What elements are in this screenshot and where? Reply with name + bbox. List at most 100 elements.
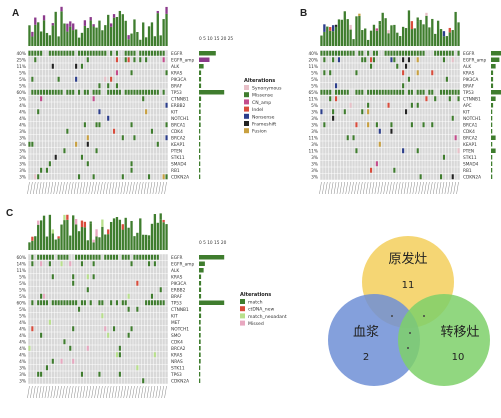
- grid-cell: [77, 312, 81, 319]
- legend-swatch: [244, 113, 249, 119]
- grid-cell: [331, 147, 335, 154]
- grid-cell: [320, 95, 323, 102]
- grid-cell: [329, 134, 332, 141]
- grid-cell: [390, 69, 393, 76]
- alteration-cell: [107, 115, 110, 121]
- sample-tick: [53, 181, 56, 195]
- grid-cell: [124, 76, 127, 83]
- grid-cell: [66, 312, 69, 319]
- grid-cell: [457, 108, 460, 115]
- grid-cell: [107, 299, 110, 306]
- venn-label-metastasis: 转移灶: [440, 325, 479, 340]
- grid-cell: [404, 121, 408, 128]
- grid-cell: [416, 121, 419, 128]
- tmb-bar-segment: [121, 224, 124, 230]
- percent-label: 4%: [19, 352, 26, 358]
- grid-cell: [127, 273, 130, 280]
- gene-label: KIT: [463, 109, 470, 115]
- grid-cell: [153, 345, 157, 352]
- grid-cell: [107, 286, 110, 293]
- gene-frequency-bar: [491, 161, 493, 166]
- grid-cell: [104, 273, 107, 280]
- grid-cell: [86, 325, 89, 332]
- sample-tick: [73, 181, 77, 195]
- grid-cell: [63, 312, 66, 319]
- grid-cell: [162, 82, 165, 89]
- grid-cell: [51, 154, 54, 161]
- grid-cell: [45, 312, 49, 319]
- grid-cell: [413, 134, 416, 141]
- grid-cell: [48, 338, 52, 345]
- grid-cell: [425, 50, 428, 57]
- alteration-cell: [340, 89, 343, 95]
- alteration-cell: [80, 50, 84, 56]
- grid-cell: [86, 364, 89, 371]
- grid-cell: [34, 286, 37, 293]
- grid-cell: [139, 345, 142, 352]
- grid-cell: [349, 108, 352, 115]
- grid-cell: [393, 173, 396, 180]
- grid-cell: [77, 115, 81, 122]
- grid-cell: [83, 134, 87, 141]
- grid-cell: [378, 147, 381, 154]
- grid-cell: [375, 108, 379, 115]
- grid-cell: [413, 167, 416, 174]
- grid-cell: [86, 377, 89, 384]
- grid-cell: [387, 82, 390, 89]
- grid-cell: [63, 141, 66, 148]
- grid-cell: [404, 167, 408, 174]
- grid-cell: [112, 345, 116, 352]
- grid-cell: [364, 167, 367, 174]
- grid-cell: [407, 147, 411, 154]
- grid-cell: [74, 102, 78, 109]
- gene-frequency-bar: [199, 346, 201, 351]
- grid-cell: [107, 306, 110, 313]
- alteration-cell: [98, 371, 101, 377]
- grid-cell: [396, 95, 399, 102]
- grid-cell: [74, 167, 78, 174]
- alteration-cell: [153, 261, 156, 267]
- grid-cell: [329, 147, 332, 154]
- grid-cell: [150, 76, 154, 83]
- alteration-cell: [451, 89, 454, 95]
- grid-cell: [422, 141, 425, 148]
- alteration-cell: [355, 70, 358, 76]
- grid-cell: [80, 338, 84, 345]
- grid-cell: [118, 102, 122, 109]
- gene-frequency-bar: [491, 155, 493, 160]
- grid-cell: [104, 319, 107, 326]
- grid-cell: [378, 134, 381, 141]
- grid-cell: [404, 95, 408, 102]
- percent-label: 11%: [308, 148, 318, 154]
- grid-cell: [162, 319, 165, 326]
- grid-cell: [329, 128, 332, 135]
- sample-tick: [360, 181, 363, 195]
- gene-label: CDKN2A: [463, 174, 481, 180]
- grid-cell: [390, 76, 393, 83]
- grid-cell: [334, 115, 338, 122]
- grid-cell: [98, 147, 101, 154]
- grid-cell: [57, 332, 60, 339]
- grid-cell: [436, 160, 440, 167]
- grid-cell: [147, 121, 151, 128]
- grid-cell: [66, 351, 69, 358]
- grid-cell: [448, 128, 451, 135]
- grid-cell: [162, 121, 165, 128]
- grid-cell: [127, 63, 130, 70]
- grid-cell: [150, 63, 154, 70]
- grid-cell: [147, 338, 151, 345]
- grid-cell: [57, 371, 60, 378]
- grid-cell: [104, 141, 107, 148]
- grid-cell: [124, 351, 127, 358]
- grid-cell: [109, 338, 113, 345]
- grid-cell: [162, 167, 165, 174]
- grid-cell: [366, 134, 370, 141]
- grid-cell: [407, 128, 411, 135]
- grid-cell: [37, 76, 40, 83]
- alteration-cell: [416, 148, 419, 154]
- alteration-cell: [31, 300, 34, 306]
- grid-cell: [156, 115, 159, 122]
- grid-cell: [434, 173, 437, 180]
- grid-cell: [381, 160, 384, 167]
- grid-cell: [107, 371, 110, 378]
